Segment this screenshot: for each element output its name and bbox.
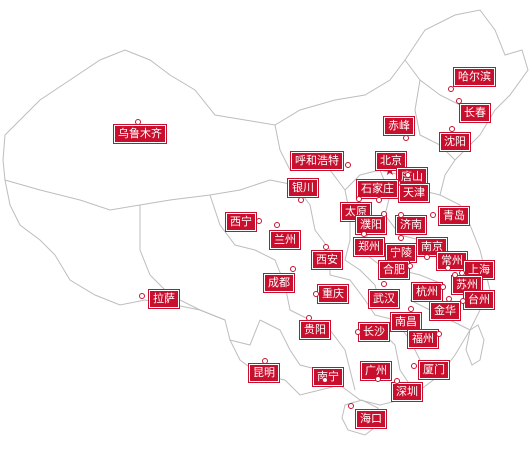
city-dot-lanzhou[interactable] xyxy=(274,222,280,228)
province-border xyxy=(329,274,436,371)
city-label-suzhou[interactable]: 苏州 xyxy=(452,276,482,294)
city-dot-chengdu[interactable] xyxy=(290,266,296,272)
city-dot-wuhan[interactable] xyxy=(381,281,387,287)
city-label-lanzhou[interactable]: 兰州 xyxy=(270,231,300,249)
city-label-qingdao[interactable]: 青岛 xyxy=(439,207,469,225)
city-label-nanning[interactable]: 南宁 xyxy=(313,368,343,386)
hainan-island xyxy=(341,399,379,436)
city-dot-suzhou[interactable] xyxy=(452,272,458,278)
city-dot-wulumuqi[interactable] xyxy=(135,119,141,125)
city-dot-nanjing[interactable] xyxy=(424,254,430,260)
city-dot-guangzhou[interactable] xyxy=(375,376,381,382)
city-dot-taiyuan[interactable] xyxy=(356,196,362,202)
city-label-shanghai[interactable]: 上海 xyxy=(464,261,494,279)
city-dot-puyang[interactable] xyxy=(381,211,387,217)
city-dot-nanchang[interactable] xyxy=(408,306,414,312)
city-label-huhehaote[interactable]: 呼和浩特 xyxy=(291,152,343,170)
city-label-changsha[interactable]: 长沙 xyxy=(359,323,389,341)
province-border xyxy=(229,319,261,346)
city-dot-shanghai[interactable] xyxy=(459,270,465,276)
city-label-jinhua[interactable]: 金华 xyxy=(430,302,460,320)
city-dot-kunming[interactable] xyxy=(262,358,268,364)
city-label-fuzhou[interactable]: 福州 xyxy=(408,330,438,348)
province-border xyxy=(199,309,226,321)
city-dot-shenzhen[interactable] xyxy=(394,378,400,384)
city-label-xining[interactable]: 西宁 xyxy=(226,213,256,231)
city-dot-changsha[interactable] xyxy=(355,329,361,335)
city-label-jinan[interactable]: 济南 xyxy=(396,216,426,234)
city-dot-shenyang[interactable] xyxy=(449,126,455,132)
city-label-xian[interactable]: 西安 xyxy=(312,251,342,269)
city-label-nanchang[interactable]: 南昌 xyxy=(391,313,421,331)
city-label-taizhou[interactable]: 台州 xyxy=(464,291,494,309)
city-label-beijing[interactable]: 北京 xyxy=(376,152,406,170)
city-label-haerbin[interactable]: 哈尔滨 xyxy=(454,68,495,86)
taiwan-island xyxy=(465,324,485,366)
city-dot-shijiazhuang[interactable] xyxy=(376,197,382,203)
city-label-hangzhou[interactable]: 杭州 xyxy=(412,283,442,301)
city-dot-xian[interactable] xyxy=(323,244,329,250)
city-dot-hefei[interactable] xyxy=(407,263,413,269)
city-label-zhengzhou[interactable]: 郑州 xyxy=(354,238,384,256)
city-dot-changchun[interactable] xyxy=(456,98,462,104)
city-label-xiamen[interactable]: 厦门 xyxy=(419,361,449,379)
city-dot-jinan[interactable] xyxy=(398,212,404,218)
city-dot-zhengzhou[interactable] xyxy=(361,231,367,237)
city-label-haikou[interactable]: 海口 xyxy=(356,410,386,428)
city-dot-guiyang[interactable] xyxy=(306,315,312,321)
city-label-chengdu[interactable]: 成都 xyxy=(264,274,294,292)
city-label-guiyang[interactable]: 贵阳 xyxy=(300,321,330,339)
province-border xyxy=(139,205,201,311)
city-label-changchun[interactable]: 长春 xyxy=(460,104,490,122)
city-label-yinchuan[interactable]: 银川 xyxy=(288,179,318,197)
city-dot-haerbin[interactable] xyxy=(448,86,454,92)
city-dot-haikou[interactable] xyxy=(348,403,354,409)
city-dot-taizhou[interactable] xyxy=(460,298,466,304)
city-dot-chongqing[interactable] xyxy=(313,291,319,297)
city-dot-changzhou[interactable] xyxy=(445,265,451,271)
city-dot-fuzhou[interactable] xyxy=(436,331,442,337)
city-dot-tangshan[interactable] xyxy=(405,172,411,178)
city-dot-nanning[interactable] xyxy=(322,377,328,383)
city-dot-huhehaote[interactable] xyxy=(345,162,351,168)
city-label-tianjin[interactable]: 天津 xyxy=(399,184,429,202)
city-dot-chifeng[interactable] xyxy=(403,135,409,141)
province-border xyxy=(239,179,331,275)
city-dot-jinhua[interactable] xyxy=(446,296,452,302)
city-dot-hangzhou[interactable] xyxy=(440,284,446,290)
city-label-wulumuqi[interactable]: 乌鲁木齐 xyxy=(114,125,166,143)
city-label-guangzhou[interactable]: 广州 xyxy=(361,362,391,380)
city-label-hefei[interactable]: 合肥 xyxy=(379,261,409,279)
city-label-chifeng[interactable]: 赤峰 xyxy=(384,117,414,135)
city-label-shenyang[interactable]: 沈阳 xyxy=(440,133,470,151)
city-label-puyang[interactable]: 濮阳 xyxy=(356,216,386,234)
city-dot-qingdao[interactable] xyxy=(430,212,436,218)
city-dot-yinchuan[interactable] xyxy=(298,197,304,203)
province-border xyxy=(4,179,241,211)
city-label-ningling[interactable]: 宁陵 xyxy=(386,244,416,262)
city-label-chongqing[interactable]: 重庆 xyxy=(318,285,348,303)
city-dot-xiamen[interactable] xyxy=(411,363,417,369)
city-label-shenzhen[interactable]: 深圳 xyxy=(392,383,422,401)
city-label-changzhou[interactable]: 常州 xyxy=(437,252,467,270)
province-border xyxy=(274,124,381,191)
city-label-lasa[interactable]: 拉萨 xyxy=(149,290,179,308)
city-label-shijiazhuang[interactable]: 石家庄 xyxy=(357,180,398,198)
capital-star-icon: ★ xyxy=(384,164,396,179)
city-label-kunming[interactable]: 昆明 xyxy=(249,364,279,382)
city-dot-lasa[interactable] xyxy=(139,293,145,299)
city-dot-xining[interactable] xyxy=(256,218,262,224)
city-label-nanjing[interactable]: 南京 xyxy=(417,238,447,256)
city-dot-ningling[interactable] xyxy=(398,235,404,241)
city-label-wuhan[interactable]: 武汉 xyxy=(369,290,399,308)
